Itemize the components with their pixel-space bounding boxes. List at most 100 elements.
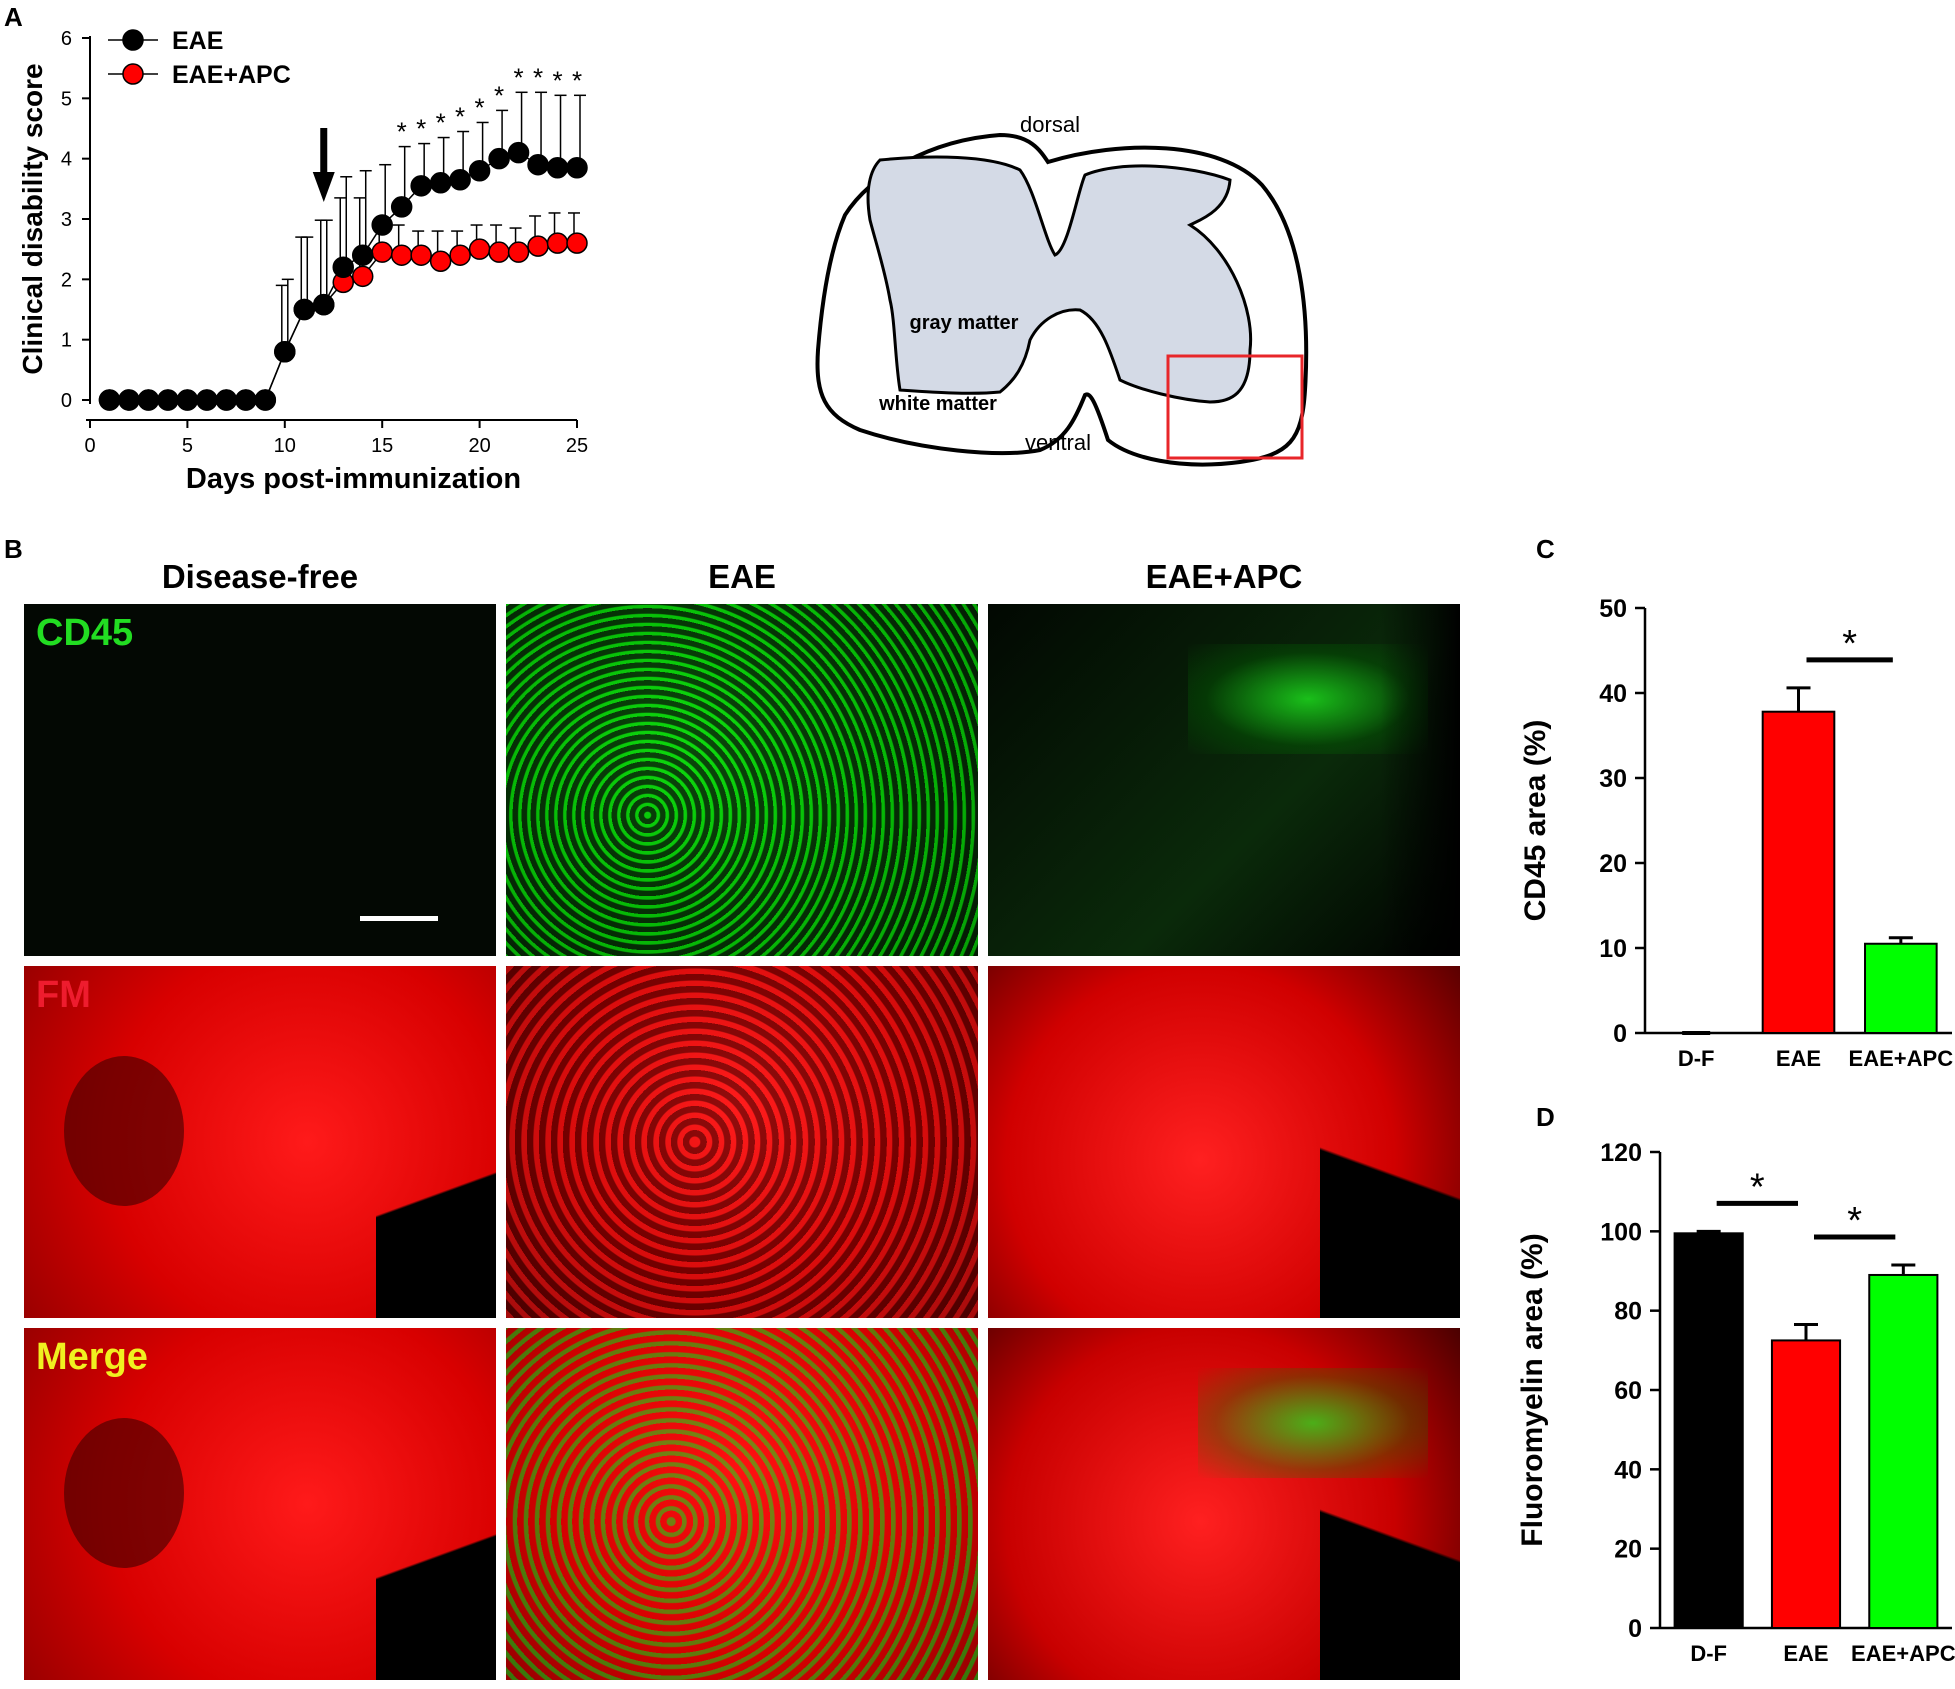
data-point <box>468 159 491 182</box>
data-point <box>468 238 491 260</box>
region-of-interest-box <box>1166 354 1304 460</box>
column-title-eae: EAE <box>708 558 776 595</box>
data-point <box>215 389 238 411</box>
data-point <box>371 214 393 236</box>
significance-star: * <box>572 65 582 95</box>
micrograph-cd45-eae <box>506 604 978 956</box>
column-title-eae-apc: EAE+APC <box>1145 558 1303 595</box>
significance-star: * <box>436 108 446 138</box>
data-point <box>566 156 588 179</box>
x-tick-label: D-F <box>1690 1641 1727 1666</box>
data-point <box>98 389 121 411</box>
y-tick-label: 40 <box>1614 1456 1642 1484</box>
y-tick-label: 50 <box>1599 595 1627 623</box>
significance-star: * <box>494 80 504 110</box>
legend-marker <box>122 63 144 85</box>
y-tick-label: 20 <box>1614 1536 1642 1564</box>
bar-EAE+APC <box>1868 1273 1939 1629</box>
legend-label: EAE <box>172 27 223 55</box>
data-point <box>176 389 199 411</box>
x-tick-label: 10 <box>274 435 296 457</box>
x-tick-label: 5 <box>182 435 193 457</box>
x-axis-title: Days post-immunization <box>186 463 521 495</box>
significance-star: * <box>455 102 465 132</box>
micrograph-merge-disease-free: Merge <box>24 1328 496 1680</box>
y-tick-label: 4 <box>61 149 72 171</box>
label-gray-matter: gray matter <box>910 312 1019 334</box>
significance-star: * <box>533 62 543 92</box>
significance-star: * <box>1842 623 1857 665</box>
panel-letter-b: B <box>4 534 23 564</box>
y-axis-title: Clinical disability score <box>17 63 48 374</box>
x-tick-label: EAE+APC <box>1849 1046 1954 1071</box>
x-tick-label: D-F <box>1678 1046 1715 1071</box>
data-point <box>488 241 510 263</box>
micrograph-cd45-disease-free: CD45 <box>24 604 496 956</box>
data-point <box>507 241 530 263</box>
y-tick-label: 10 <box>1599 935 1627 963</box>
panel-letter-a: A <box>4 2 23 32</box>
x-tick-label: 15 <box>371 435 393 457</box>
data-point <box>429 250 452 272</box>
x-tick-label: 25 <box>566 435 588 457</box>
legend-marker <box>122 29 144 51</box>
micrograph-fm-eae-apc <box>988 966 1460 1318</box>
y-axis-title: Fluoromyelin area (%) <box>1516 1233 1549 1546</box>
panel-letter-c: C <box>1536 534 1555 564</box>
data-point <box>546 232 569 254</box>
data-point <box>507 141 530 164</box>
bar-chart-fluoromyelin-area: 0 20 40 60 80 100 120 D-F EAE EAE+APC * * Fluoromyel… <box>1516 1139 1955 1666</box>
significance-star: * <box>397 117 407 147</box>
bar-D-F <box>1673 1232 1744 1629</box>
data-point <box>410 175 432 197</box>
data-point <box>351 244 374 266</box>
y-axis-title: CD45 area (%) <box>1519 720 1552 922</box>
data-point <box>566 232 588 254</box>
y-tick-label: 80 <box>1614 1298 1642 1326</box>
legend-label: EAE+APC <box>172 61 291 89</box>
row-label-merge: Merge <box>36 1336 148 1378</box>
row-label-fm: FM <box>36 974 91 1016</box>
label-dorsal: dorsal <box>1020 112 1080 137</box>
y-tick-label: 0 <box>1628 1615 1642 1643</box>
micrograph-merge-eae <box>506 1328 978 1680</box>
data-point <box>157 389 179 411</box>
data-point <box>351 265 374 288</box>
bar-chart-cd45-area: 0 10 20 30 40 50 D-F EAE EAE+APC * CD45 area (%) <box>1519 595 1954 1071</box>
line-chart-clinical-score: 0 1 2 3 4 5 6 0 5 10 15 20 25 Days post-immunization C… <box>17 27 588 495</box>
data-point <box>527 235 549 257</box>
y-tick-label: 2 <box>61 269 72 291</box>
data-point <box>254 389 277 411</box>
label-white-matter: white matter <box>878 393 997 415</box>
x-tick-label: 20 <box>468 435 490 457</box>
data-point <box>429 172 452 194</box>
data-point <box>137 389 160 411</box>
gray-matter-region <box>866 155 1253 404</box>
y-tick-label: 40 <box>1599 680 1627 708</box>
significance-star: * <box>1750 1166 1765 1208</box>
data-point <box>118 389 140 411</box>
data-point <box>371 241 393 263</box>
bar-EAE+APC <box>1864 942 1938 1034</box>
micrograph-cd45-eae-apc <box>988 604 1460 956</box>
y-tick-label: 30 <box>1599 765 1627 793</box>
row-label-cd45: CD45 <box>36 612 134 654</box>
x-tick-label: EAE <box>1776 1046 1821 1071</box>
data-point <box>390 244 413 266</box>
y-tick-label: 100 <box>1600 1218 1642 1246</box>
data-point <box>293 298 316 321</box>
data-point <box>313 293 335 316</box>
data-point <box>274 340 296 363</box>
significance-star: * <box>416 114 426 144</box>
panel-letter-d: D <box>1536 1102 1555 1132</box>
data-point <box>488 147 510 170</box>
column-title-disease-free: Disease-free <box>161 558 359 595</box>
bar-EAE <box>1770 1339 1842 1630</box>
data-point <box>527 153 549 176</box>
y-tick-label: 20 <box>1599 850 1627 878</box>
data-point <box>196 389 218 411</box>
y-tick-label: 0 <box>61 390 72 412</box>
significance-star: * <box>513 62 523 92</box>
data-point <box>449 169 471 191</box>
